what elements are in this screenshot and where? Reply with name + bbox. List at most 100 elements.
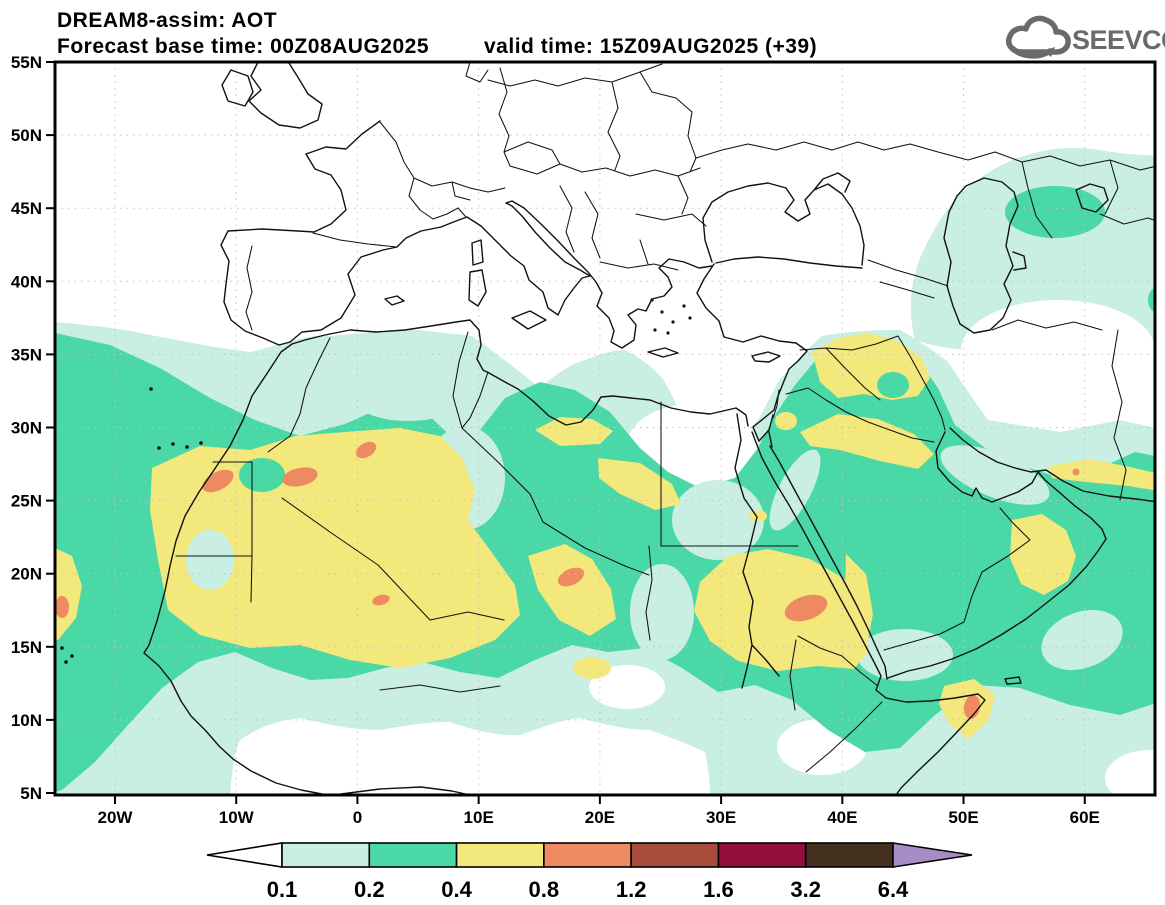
lat-tick-label: 30N: [11, 419, 42, 438]
legend-arrow-low: [206, 842, 283, 868]
lat-tick-label: 40N: [11, 272, 42, 291]
cloud-arrow-head: [1044, 47, 1055, 57]
aot-window-egypt-south: [672, 480, 764, 560]
aot-window-chad-east: [630, 564, 694, 660]
aot-area-0p4-wsahara: [150, 428, 520, 668]
aot-area-0p4-nsaudi: [800, 414, 934, 469]
axis-ticks: [46, 61, 1086, 804]
axis-labels: 20W 10W 0 10E 20E 30E 40E 50E 60E 55N 50N 45N 40N 35N…: [11, 53, 1100, 827]
clear-area-guinea: [230, 718, 710, 795]
borders-africa: [175, 331, 883, 773]
aot-window-in-yellow-1: [239, 458, 285, 492]
lat-tick-label: 25N: [11, 492, 42, 511]
aot-window-in-yellow-2: [186, 530, 234, 590]
lon-tick-label: 10E: [464, 808, 494, 827]
cloud-arrow-icon: [1006, 15, 1071, 55]
legend-cell: [543, 842, 632, 868]
aot-window-arabian-sea: [1041, 610, 1123, 670]
legend-value-label: 0.2: [354, 877, 385, 902]
aot-core-somalia: [963, 695, 981, 719]
aot-area-0p4-tibesti: [528, 544, 616, 636]
forecast-base-time: Forecast base time: 00Z08AUG2025: [57, 35, 429, 58]
legend-cell: [630, 842, 720, 868]
aot-area-0p4-makran: [1048, 459, 1155, 491]
lat-tick-label: 45N: [11, 199, 42, 218]
legend-cell: [804, 842, 894, 868]
country-borders: [175, 62, 1155, 773]
latitude-longitude-grid: [55, 62, 1155, 795]
coastlines: [60, 62, 1155, 795]
lon-tick-label: 50E: [948, 808, 978, 827]
logo-text: SEEVCCC: [1072, 25, 1165, 55]
coast-iran-makran: [949, 427, 1155, 503]
valid-time: valid time: 15Z09AUG2025 (+39): [484, 35, 817, 58]
small-islands: [60, 298, 692, 664]
coast-turkey-levant: [696, 263, 808, 448]
aot-area-0p4-chad-s: [573, 657, 611, 679]
coast-caspian-sea: [943, 177, 1027, 334]
legend-value-label: 1.2: [616, 877, 647, 902]
aot-core-west-edge: [55, 596, 69, 618]
island-socotra: [1004, 676, 1022, 685]
legend-cell: [455, 842, 545, 868]
legend-arrow-high: [892, 842, 973, 868]
coast-black-sea: [702, 172, 865, 269]
lat-tick-label: 20N: [11, 565, 42, 584]
chart-title: DREAM8-assim: AOT: [57, 9, 277, 32]
clear-area-chad-south: [589, 665, 665, 709]
lat-tick-label: 10N: [11, 711, 42, 730]
coast-gulf-of-guinea: [340, 786, 471, 795]
borders-europe: [245, 62, 1155, 331]
legend-colorbar: 0.1 0.2 0.4 0.8 1.2 1.6 3.2 6.4: [206, 842, 973, 902]
coast-arabia: [769, 431, 1107, 680]
clear-area-se-corner: [1105, 750, 1155, 795]
legend-value-label: 0.8: [529, 877, 560, 902]
aot-core-wsahara-2: [282, 467, 318, 487]
aot-area-0p4-sudan: [694, 549, 869, 671]
island-crete: [647, 347, 679, 358]
lon-tick-label: 20E: [585, 808, 615, 827]
river-nile: [734, 413, 780, 689]
coast-north-africa: [143, 319, 749, 795]
island-corsica: [471, 239, 484, 266]
lon-tick-label: 30E: [706, 808, 736, 827]
coast-europe: [220, 120, 713, 349]
aot-window-gulf-of-aden: [857, 629, 953, 681]
legend-cell: [368, 842, 458, 868]
lon-tick-label: 20W: [98, 808, 134, 827]
aot-window-algeria-north: [360, 387, 456, 421]
island-cyprus: [751, 351, 781, 363]
lon-tick-label: 10W: [219, 808, 255, 827]
lon-tick-label: 60E: [1070, 808, 1100, 827]
coast-britain: [248, 62, 323, 129]
lat-tick-label: 50N: [11, 126, 42, 145]
island-sicily: [511, 310, 547, 330]
lon-tick-label: 0: [353, 808, 362, 827]
island-mallorca: [384, 295, 405, 306]
aot-area-0p2-ne-caspian: [1005, 186, 1105, 238]
aot-cores-0p8: [55, 441, 1080, 719]
legend-cell: [717, 842, 807, 868]
aot-area-0p4-nlibya: [535, 417, 613, 446]
aot-core-mali: [372, 594, 390, 606]
lon-tick-label: 40E: [827, 808, 857, 827]
aot-area-0p4-sinai: [775, 412, 797, 430]
legend-value-label: 0.4: [441, 877, 472, 902]
aot-area-0p2-east-edge: [1148, 287, 1155, 313]
clear-area-iran: [961, 300, 1155, 400]
legend-cell: [281, 842, 371, 868]
seevccc-logo: SEEVCCC: [1006, 15, 1165, 59]
legend-value-label: 6.4: [878, 877, 909, 902]
lat-tick-label: 15N: [11, 638, 42, 657]
lat-tick-label: 55N: [11, 53, 42, 72]
coast-red-sea-west: [751, 431, 887, 699]
lat-tick-label: 35N: [11, 345, 42, 364]
aot-area-0p4-aswan: [749, 510, 767, 522]
legend-value-label: 0.1: [267, 877, 298, 902]
legend-value-label: 1.6: [703, 877, 734, 902]
aot-window-in-yellow-3: [877, 372, 909, 398]
island-sardinia: [468, 269, 487, 307]
aot-area-0p4-oman: [1010, 514, 1076, 595]
